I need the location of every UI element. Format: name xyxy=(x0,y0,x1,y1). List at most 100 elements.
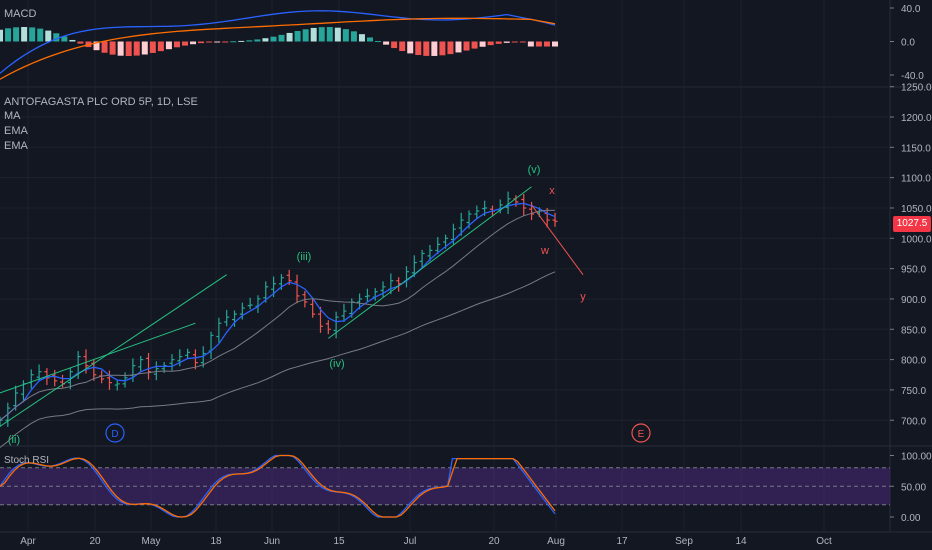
macd-histogram-bar xyxy=(535,41,542,47)
wave-circle-d xyxy=(105,423,125,443)
stoch-label: Stoch RSI xyxy=(4,455,50,466)
macd-histogram-bar xyxy=(479,41,486,47)
macd-label: MACD xyxy=(4,8,37,20)
macd-histogram-bar xyxy=(286,32,293,42)
trend-line xyxy=(0,322,196,394)
macd-histogram-bar xyxy=(109,41,116,55)
trend-line xyxy=(0,274,227,427)
time-axis-label: Jun xyxy=(264,536,280,547)
macd-histogram-bar xyxy=(53,33,60,42)
wave-label: w xyxy=(540,245,549,257)
ema-fast-line xyxy=(0,202,556,421)
macd-histogram-bar xyxy=(157,41,164,52)
time-axis-label: Aug xyxy=(547,536,565,547)
wave-circle-e xyxy=(631,423,651,443)
macd-histogram-bar xyxy=(350,31,357,42)
macd-histogram-bar xyxy=(383,41,390,45)
macd-histogram-bar xyxy=(190,41,197,45)
macd-histogram-bar xyxy=(455,41,462,53)
time-axis-label: Sep xyxy=(675,536,693,547)
price-axis-label: 1200.0 xyxy=(901,113,932,124)
last-price-tag: 1027.5 xyxy=(893,216,931,232)
macd-histogram-bar xyxy=(77,41,84,44)
time-axis-label: May xyxy=(142,536,161,547)
macd-histogram-bar xyxy=(503,41,510,43)
macd-signal-line xyxy=(0,17,556,80)
wave-label: (ii) xyxy=(8,434,20,446)
macd-histogram-bar xyxy=(13,27,20,42)
macd-histogram-bar xyxy=(5,28,12,42)
time-axis-label: Oct xyxy=(816,536,832,547)
macd-line xyxy=(0,10,556,74)
price-axis-label: 750.0 xyxy=(901,386,926,397)
macd-histogram-bar xyxy=(519,41,526,43)
price-axis-label: 1050.0 xyxy=(901,204,932,215)
macd-axis-label: -40.0 xyxy=(901,71,924,82)
time-axis-label: 15 xyxy=(333,536,345,547)
macd-histogram-bar xyxy=(407,41,414,54)
macd-histogram-bar xyxy=(206,41,213,43)
price-axis-label: 900.0 xyxy=(901,295,926,306)
indicator-ma[interactable]: MA xyxy=(4,110,21,122)
macd-histogram-bar xyxy=(367,37,373,42)
projection-line xyxy=(531,204,584,275)
macd-histogram-bar xyxy=(471,41,478,49)
macd-histogram-bar xyxy=(431,41,438,56)
macd-histogram-bar xyxy=(302,29,309,42)
stoch-axis-label: 100.00 xyxy=(901,452,932,463)
macd-histogram-bar xyxy=(310,27,317,42)
ma-line xyxy=(0,271,556,448)
macd-histogram-bar xyxy=(246,40,253,42)
time-axis-label: 20 xyxy=(89,536,101,547)
macd-histogram-bar xyxy=(222,41,229,43)
macd-histogram-bar xyxy=(495,41,502,44)
price-axis-label: 950.0 xyxy=(901,265,926,276)
macd-histogram-bar xyxy=(326,27,333,42)
price-axis-label: 1250.0 xyxy=(901,83,932,94)
macd-histogram-bar xyxy=(543,41,550,47)
macd-histogram-bar xyxy=(262,38,269,42)
macd-histogram-bar xyxy=(270,36,277,42)
trend-line xyxy=(328,186,532,339)
macd-histogram-bar xyxy=(238,40,245,42)
macd-histogram-bar xyxy=(230,41,237,43)
macd-histogram-bar xyxy=(141,41,148,55)
macd-histogram-bar xyxy=(375,41,382,43)
macd-histogram-bar xyxy=(61,36,68,42)
macd-histogram-bar xyxy=(391,41,398,49)
macd-histogram-bar xyxy=(149,41,156,53)
wave-label: (iv) xyxy=(329,358,344,370)
price-axis-label: 700.0 xyxy=(901,416,926,427)
time-axis-label: 17 xyxy=(616,536,628,547)
macd-histogram-bar xyxy=(342,29,349,42)
symbol-title: ANTOFAGASTA PLC ORD 5P, 1D, LSE xyxy=(4,96,198,108)
stoch-axis-label: 0.00 xyxy=(901,513,921,524)
macd-histogram-bar xyxy=(278,34,285,42)
macd-histogram-bar xyxy=(487,41,494,46)
indicator-ema-2[interactable]: EMA xyxy=(4,140,28,152)
macd-histogram-bar xyxy=(125,41,132,57)
price-axis-label: 1100.0 xyxy=(901,174,931,185)
macd-histogram-bar xyxy=(214,41,221,43)
macd-histogram-bar xyxy=(463,41,470,51)
macd-axis-label: 0.0 xyxy=(901,38,915,49)
indicator-ema-1[interactable]: EMA xyxy=(4,125,28,137)
time-axis-label: 20 xyxy=(488,536,500,547)
ema-slow-line xyxy=(0,209,556,421)
wave-label: (iii) xyxy=(297,251,312,263)
wave-label-e: E xyxy=(638,429,645,440)
macd-histogram-bar xyxy=(165,41,172,50)
macd-histogram-bar xyxy=(415,41,422,56)
macd-histogram-bar xyxy=(358,34,365,42)
macd-axis-label: 40.0 xyxy=(901,4,921,15)
wave-label: (v) xyxy=(528,164,541,176)
macd-histogram-bar xyxy=(439,41,446,56)
macd-histogram-bar xyxy=(69,39,76,42)
macd-histogram-bar xyxy=(37,28,44,42)
time-axis-label: Jul xyxy=(404,536,417,547)
macd-histogram-bar xyxy=(527,41,534,47)
macd-histogram-bar xyxy=(173,41,180,48)
stoch-axis-label: 50.00 xyxy=(901,482,926,493)
macd-histogram-bar xyxy=(552,41,558,47)
